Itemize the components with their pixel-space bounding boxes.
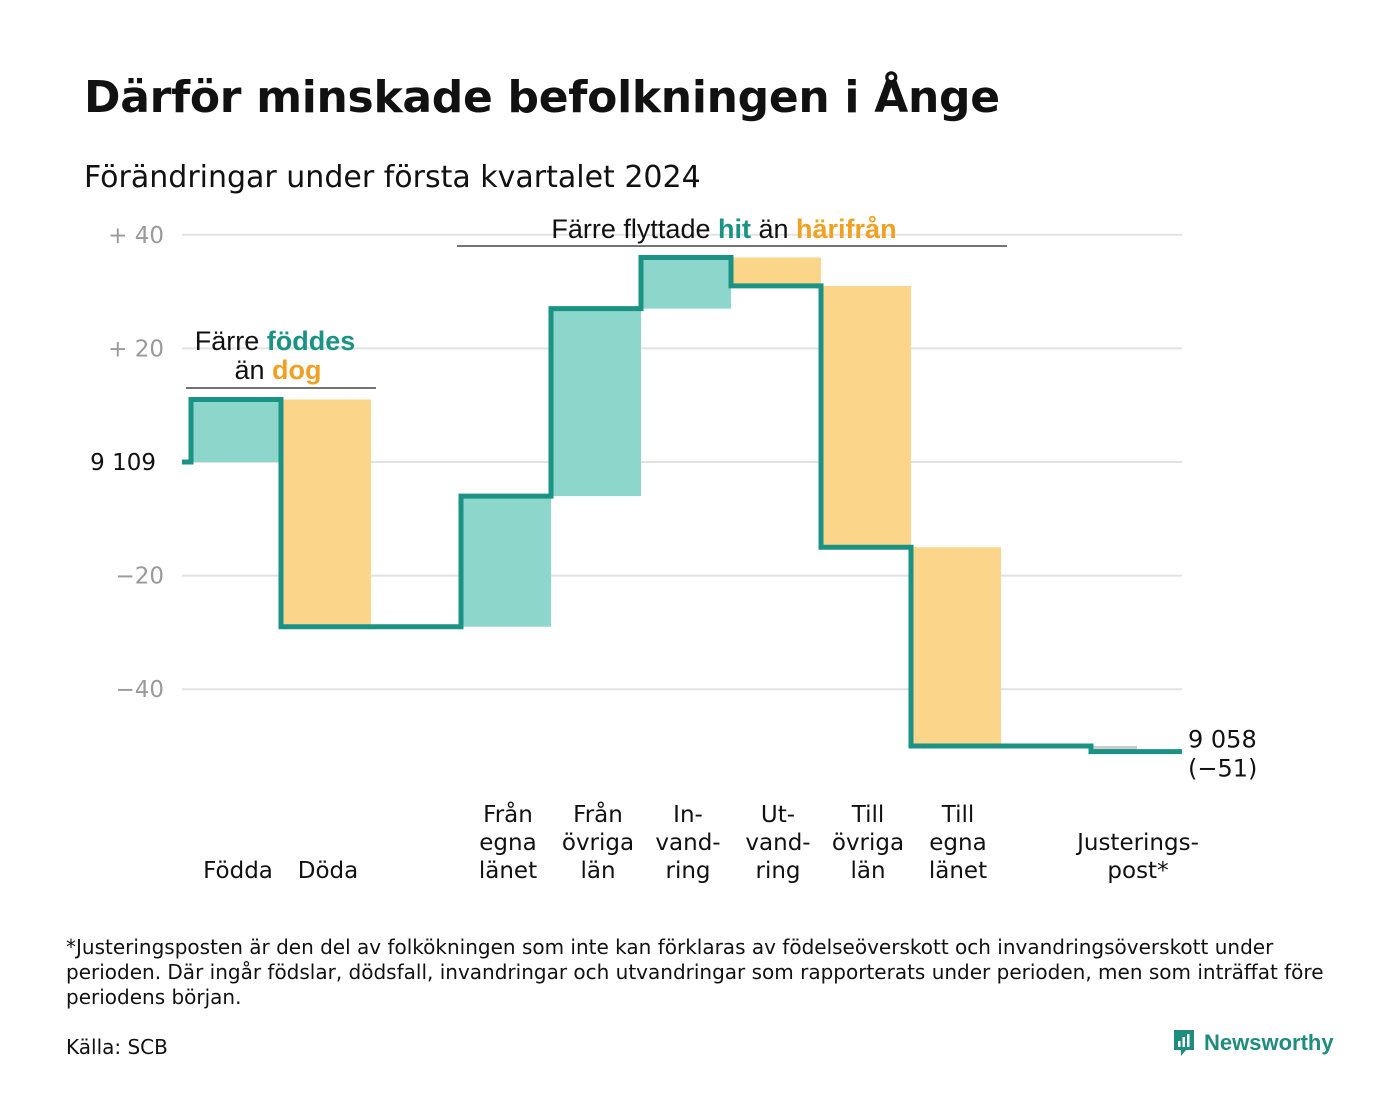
category-label: vand- bbox=[655, 830, 720, 856]
category-label: In- bbox=[673, 802, 703, 828]
category-label: Döda bbox=[298, 858, 358, 884]
category-label: Till bbox=[941, 802, 975, 828]
end-value-label: 9 058 bbox=[1188, 726, 1257, 754]
annotation-births-deaths: Färre föddes bbox=[195, 326, 356, 356]
end-change-label: (−51) bbox=[1188, 755, 1257, 783]
bar-increase bbox=[642, 257, 731, 309]
category-label: post* bbox=[1107, 858, 1168, 884]
category-label: län bbox=[580, 858, 615, 884]
category-label: Ut- bbox=[761, 802, 795, 828]
y-tick-label: −40 bbox=[115, 677, 164, 703]
y-tick-label: + 40 bbox=[108, 223, 164, 249]
category-label: vand- bbox=[745, 830, 810, 856]
category-label: Från bbox=[573, 800, 623, 828]
category-label: Justerings- bbox=[1075, 830, 1199, 856]
brand: Newsworthy bbox=[1172, 1028, 1334, 1058]
category-label: egna bbox=[479, 830, 536, 856]
newsworthy-logo-icon bbox=[1174, 1030, 1194, 1056]
bar-decrease bbox=[822, 285, 911, 548]
chart-title: Därför minskade befolkningen i Ånge bbox=[84, 72, 1000, 123]
annotation-migration: Färre flyttade hit än härifrån bbox=[551, 214, 896, 244]
category-label: ring bbox=[755, 858, 800, 884]
category-label: länet bbox=[479, 858, 537, 884]
category-label: Födda bbox=[203, 858, 273, 884]
annotation-births-deaths-line2: än dog bbox=[234, 355, 321, 385]
chart-subtitle: Förändringar under första kvartalet 2024 bbox=[84, 160, 701, 195]
category-label: län bbox=[850, 858, 885, 884]
bar-adjustment bbox=[1093, 746, 1137, 752]
running-total-line bbox=[182, 255, 1182, 755]
source-label: Källa: SCB bbox=[66, 1035, 168, 1059]
footnote: *Justeringsposten är den del av folkökni… bbox=[66, 935, 1324, 1009]
category-label: egna bbox=[929, 830, 986, 856]
category-label: Till bbox=[851, 802, 885, 828]
bar-decrease bbox=[912, 547, 1001, 746]
brand-name: Newsworthy bbox=[1204, 1030, 1334, 1055]
y-tick-label: + 20 bbox=[108, 336, 164, 362]
category-label: Från bbox=[483, 800, 533, 828]
start-value-label: 9 109 bbox=[90, 450, 156, 476]
bar-increase bbox=[552, 308, 641, 497]
category-label: ring bbox=[665, 858, 710, 884]
category-label: övriga bbox=[832, 830, 904, 856]
category-label: länet bbox=[929, 858, 987, 884]
bar-decrease bbox=[732, 257, 821, 286]
bar-decrease bbox=[282, 399, 371, 627]
y-tick-label: −20 bbox=[115, 564, 164, 590]
bar-increase bbox=[462, 496, 551, 627]
category-label: övriga bbox=[562, 830, 634, 856]
bar-increase bbox=[192, 399, 281, 462]
